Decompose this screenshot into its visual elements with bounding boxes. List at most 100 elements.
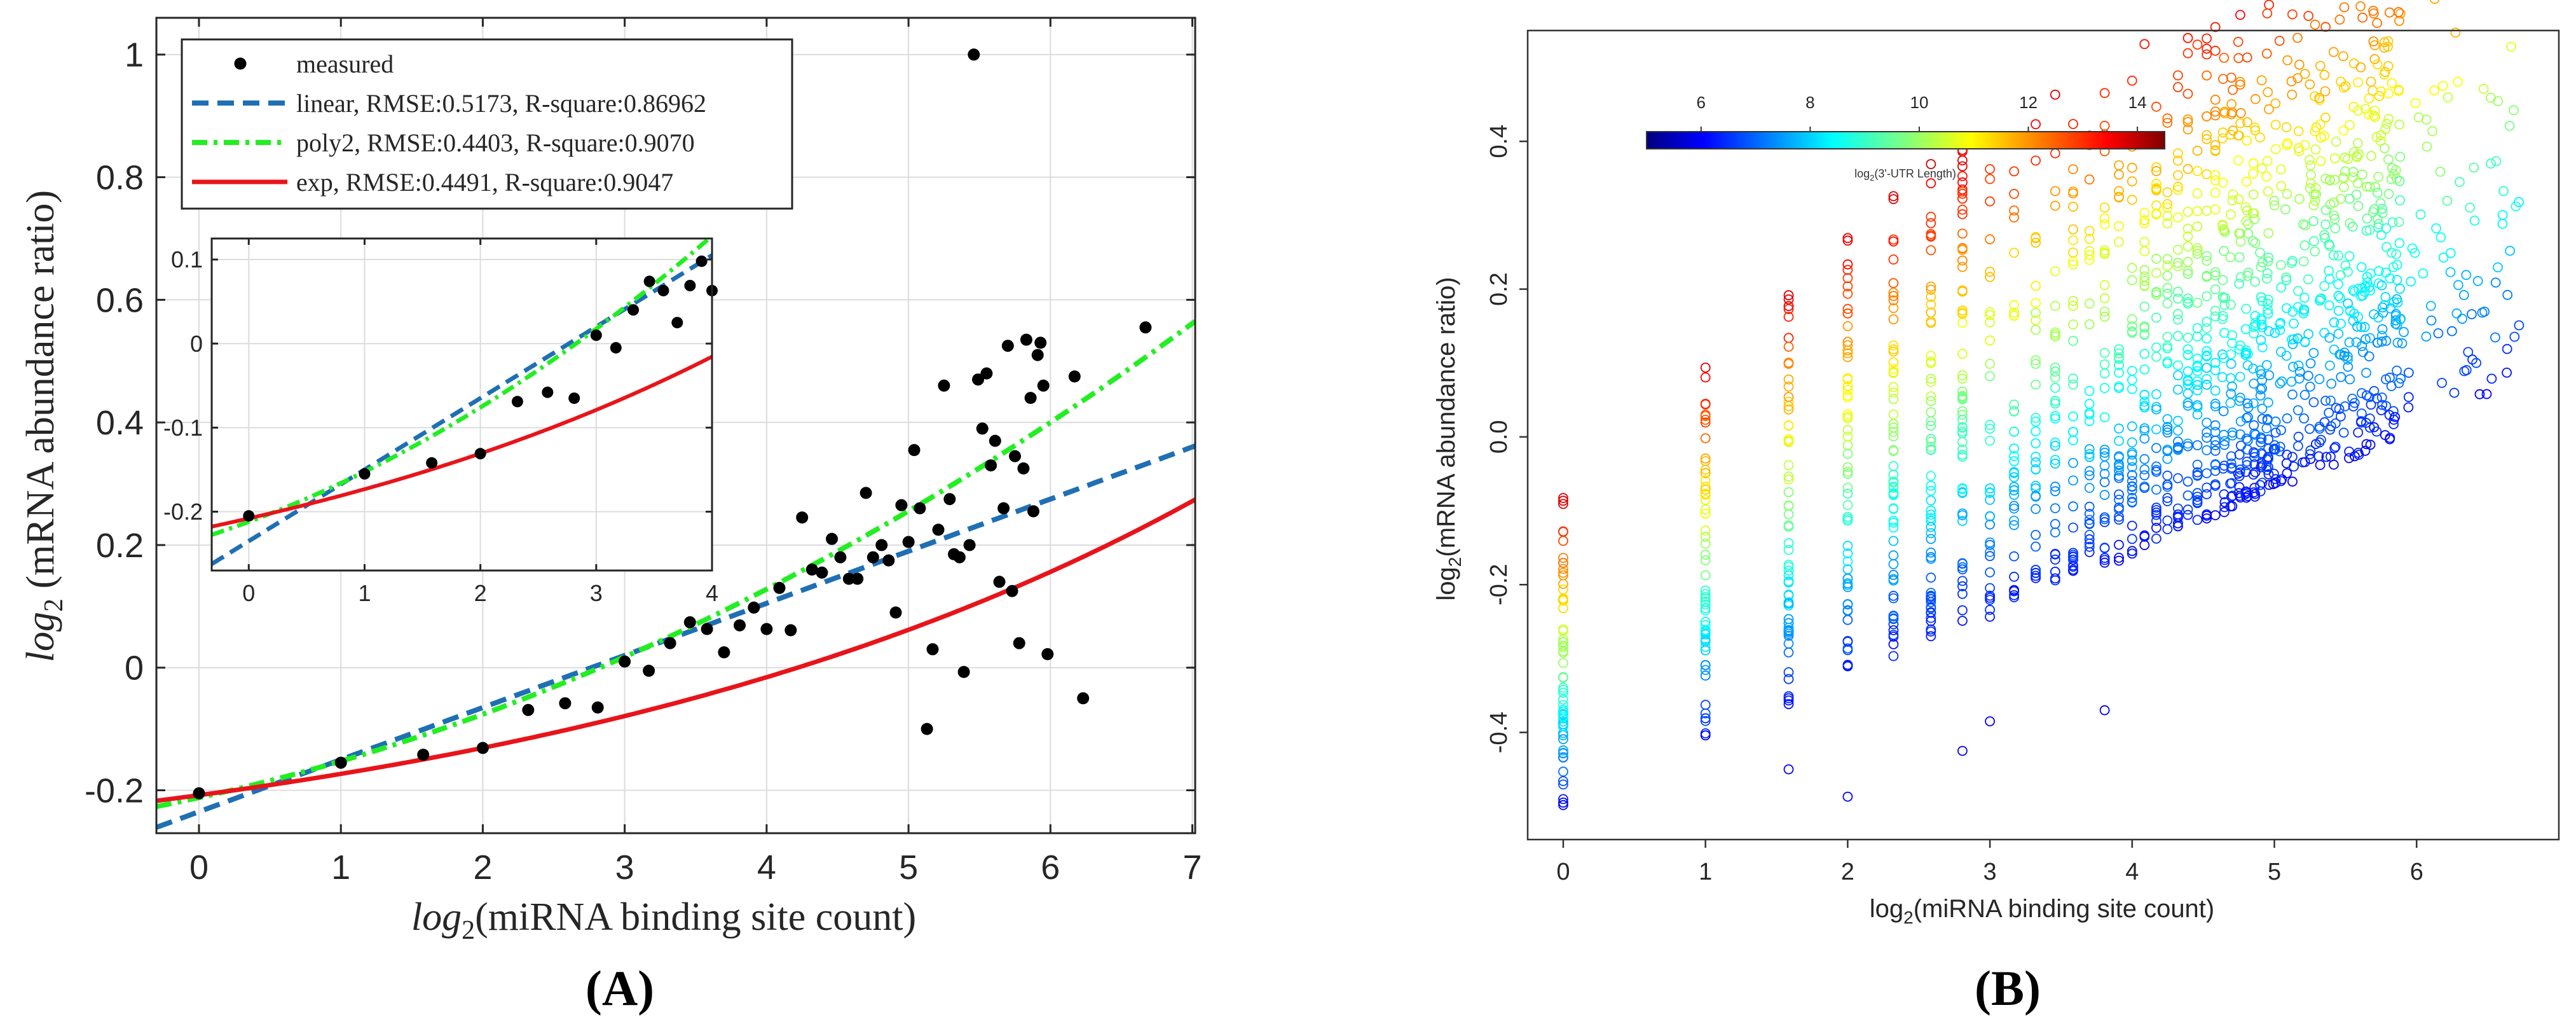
chart-b-point-375 — [1957, 444, 1968, 455]
chart-b-point-1113 — [2241, 413, 2252, 424]
chart-b-point-1508 — [2356, 262, 2367, 273]
chart-b-point-266 — [1888, 575, 1899, 586]
chart-b-point-906 — [2192, 376, 2203, 387]
chart-a-point-22 — [834, 551, 847, 564]
chart-b-point-565 — [2068, 202, 2078, 212]
chart-b-point-204 — [1842, 385, 1853, 396]
chart-b-point-1497 — [2353, 448, 2364, 458]
chart-b-point-405 — [1957, 558, 1968, 569]
chart-b-point-399 — [1957, 209, 1968, 219]
chart-b-point-1383 — [2320, 219, 2331, 230]
chart-b-x-tick-label-2: 2 — [1841, 859, 1854, 885]
chart-b-point-415 — [1957, 349, 1968, 359]
chart-b-point-1009 — [2219, 436, 2230, 446]
chart-a-point-61 — [1037, 379, 1050, 392]
chart-b-point-648 — [2099, 512, 2110, 523]
chart-b-point-480 — [2009, 205, 2020, 216]
chart-b-point-315 — [1926, 534, 1936, 544]
chart-b-point-1314 — [2294, 146, 2305, 156]
chart-b-point-549 — [2050, 527, 2060, 537]
chart-b-point-514 — [2031, 237, 2041, 248]
chart-b-point-789 — [2151, 443, 2162, 453]
chart-b-point-217 — [1842, 425, 1853, 435]
chart-b-point-1275 — [2282, 140, 2292, 151]
chart-b-point-481 — [2009, 503, 2020, 514]
chart-b-point-683 — [2114, 515, 2124, 525]
chart-b-point-1001 — [2217, 133, 2228, 144]
chart-b-point-1440 — [2334, 404, 2345, 415]
chart-b-point-42 — [1558, 776, 1568, 786]
chart-b-point-1399 — [2324, 408, 2334, 418]
chart-b-point-1673 — [2394, 217, 2404, 228]
chart-b-point-747 — [2139, 433, 2150, 444]
chart-b-point-1582 — [2372, 59, 2383, 70]
chart-b-point-1007 — [2219, 53, 2230, 63]
chart-b-point-671 — [2114, 553, 2124, 563]
chart-b-point-989 — [2210, 420, 2221, 431]
chart-b-point-474 — [2009, 247, 2020, 258]
chart-b-point-902 — [2192, 39, 2203, 50]
chart-b-point-1209 — [2263, 397, 2273, 408]
chart-b-point-24 — [1558, 688, 1568, 698]
chart-b-x-tick-label-1: 1 — [1699, 859, 1712, 885]
chart-b-point-784 — [2151, 352, 2162, 362]
chart-b-point-820 — [2162, 422, 2173, 432]
chart-b-point-511 — [2031, 155, 2041, 166]
chart-b-point-1297 — [2287, 476, 2298, 487]
chart-b-point-1220 — [2263, 256, 2273, 266]
chart-b-point-1350 — [2308, 200, 2319, 211]
chart-b-point-1302 — [2293, 143, 2304, 153]
chart-b-point-1665 — [2392, 337, 2403, 348]
chart-b-point-1733 — [2461, 270, 2472, 280]
chart-b-point-1676 — [2395, 151, 2406, 162]
chart-b-point-1037 — [2226, 349, 2237, 359]
chart-b-point-1528 — [2359, 322, 2370, 333]
chart-b-point-656 — [2099, 469, 2110, 479]
chart-b-x-ticks: 0 1 2 3 4 5 6 — [1556, 840, 2423, 885]
chart-a-point-24 — [851, 572, 864, 585]
chart-b-point-1616 — [2379, 300, 2390, 310]
chart-b-point-1194 — [2256, 315, 2267, 326]
chart-b-point-518 — [2031, 413, 2041, 423]
chart-b-point-438 — [1985, 266, 1996, 277]
chart-b-point-1726 — [2453, 280, 2463, 291]
chart-b-point-1488 — [2348, 167, 2359, 177]
chart-b-point-708 — [2127, 326, 2137, 336]
chart-b-point-168 — [1783, 342, 1794, 352]
chart-b-point-729 — [2139, 396, 2150, 407]
chart-b-point-1729 — [2458, 289, 2469, 300]
chart-b-point-580 — [2068, 552, 2078, 562]
chart-b-point-1085 — [2235, 118, 2246, 128]
chart-b-point-176 — [1783, 290, 1794, 301]
chart-b-point-1583 — [2372, 214, 2383, 225]
chart-b-point-772 — [2151, 312, 2162, 323]
chart-b-point-285 — [1888, 419, 1899, 429]
chart-b-point-1372 — [2314, 437, 2325, 448]
chart-a-inset-point-6 — [568, 392, 580, 405]
chart-b-point-1182 — [2256, 432, 2266, 443]
chart-b-point-349 — [1926, 594, 1936, 604]
chart-b-y-tick-label-4: 0.4 — [1486, 125, 1512, 158]
chart-b-point-1245 — [2270, 445, 2280, 455]
chart-b-point-1132 — [2242, 349, 2253, 359]
chart-b-point-1147 — [2249, 448, 2260, 459]
chart-b-point-208 — [1842, 488, 1853, 499]
chart-b-point-1270 — [2281, 350, 2292, 361]
chart-b-point-424 — [1985, 567, 1996, 578]
chart-b-point-1317 — [2299, 140, 2310, 151]
chart-b-point-1560 — [2369, 54, 2380, 64]
chart-b-point-57 — [1558, 493, 1568, 503]
chart-b-point-1136 — [2248, 469, 2259, 480]
chart-b-point-273 — [1888, 314, 1899, 324]
chart-b-point-1199 — [2255, 391, 2266, 401]
chart-b-point-1213 — [2263, 86, 2273, 97]
chart-b-point-496 — [2031, 417, 2041, 427]
chart-b-point-854 — [2172, 436, 2183, 447]
chart-b-point-800 — [2162, 414, 2173, 424]
chart-a-point-26 — [867, 551, 879, 564]
chart-b-point-1276 — [2280, 204, 2291, 215]
chart-b-point-928 — [2192, 243, 2203, 254]
chart-b-point-634 — [2099, 368, 2110, 379]
chart-b-point-846 — [2172, 518, 2183, 529]
chart-b-point-1739 — [2469, 215, 2480, 226]
